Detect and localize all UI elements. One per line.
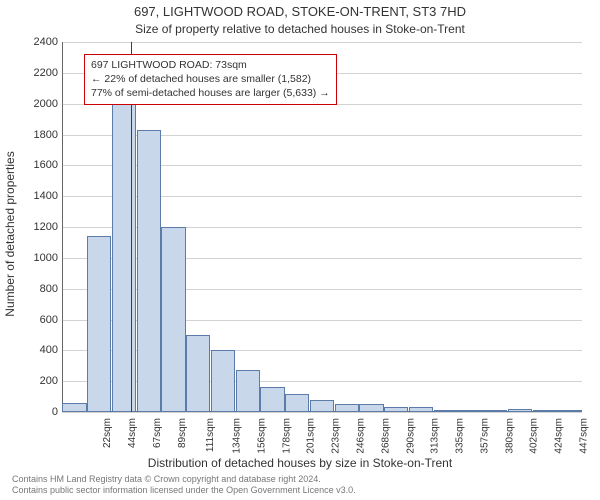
gridline-h: [62, 42, 582, 43]
histogram-bar: [260, 387, 284, 412]
x-tick-label: 402sqm: [529, 418, 540, 454]
histogram-bar: [409, 407, 433, 412]
y-tick-label: 1400: [18, 190, 58, 202]
x-tick-label: 67sqm: [152, 418, 163, 448]
gridline-h: [62, 412, 582, 413]
x-tick-label: 223sqm: [331, 418, 342, 454]
x-axis-label: Distribution of detached houses by size …: [0, 456, 600, 470]
histogram-bar: [211, 350, 235, 412]
histogram-bar: [112, 76, 136, 412]
histogram-bar: [186, 335, 210, 412]
histogram-bar: [508, 409, 532, 412]
x-tick-label: 290sqm: [405, 418, 416, 454]
x-tick-label: 134sqm: [232, 418, 243, 454]
x-tick-label: 447sqm: [578, 418, 589, 454]
y-tick-label: 2000: [18, 98, 58, 110]
x-tick-label: 22sqm: [102, 418, 113, 448]
y-tick-label: 0: [18, 406, 58, 418]
annotation-line-2: ← 22% of detached houses are smaller (1,…: [91, 72, 330, 86]
histogram-bar: [434, 410, 458, 412]
annotation-box: 697 LIGHTWOOD ROAD: 73sqm ← 22% of detac…: [84, 54, 337, 105]
histogram-bar: [236, 370, 260, 412]
x-tick-label: 313sqm: [430, 418, 441, 454]
histogram-bar: [533, 410, 557, 412]
y-tick-label: 1200: [18, 221, 58, 233]
x-tick-label: 380sqm: [504, 418, 515, 454]
y-tick-label: 400: [18, 344, 58, 356]
histogram-bar: [87, 236, 111, 412]
attribution-line-2: Contains public sector information licen…: [12, 485, 356, 496]
x-tick-label: 335sqm: [455, 418, 466, 454]
y-tick-label: 2200: [18, 67, 58, 79]
chart-container: 697, LIGHTWOOD ROAD, STOKE-ON-TRENT, ST3…: [0, 0, 600, 500]
x-tick-label: 111sqm: [206, 418, 217, 452]
x-tick-label: 89sqm: [177, 418, 188, 448]
y-tick-label: 2400: [18, 36, 58, 48]
x-tick-label: 156sqm: [257, 418, 268, 454]
x-tick-label: 424sqm: [554, 418, 565, 454]
y-axis-label-text: Number of detached properties: [3, 151, 17, 316]
histogram-bar: [483, 410, 507, 412]
y-axis-label: Number of detached properties: [3, 69, 17, 234]
x-tick-label: 178sqm: [281, 418, 292, 454]
histogram-bar: [335, 404, 359, 412]
y-tick-label: 1800: [18, 129, 58, 141]
x-tick-label: 268sqm: [380, 418, 391, 454]
chart-title-main: 697, LIGHTWOOD ROAD, STOKE-ON-TRENT, ST3…: [0, 4, 600, 19]
histogram-bar: [557, 410, 581, 412]
y-tick-label: 1600: [18, 159, 58, 171]
x-tick-label: 246sqm: [356, 418, 367, 454]
histogram-bar: [161, 227, 185, 412]
x-tick-label: 201sqm: [306, 418, 317, 454]
y-tick-label: 600: [18, 314, 58, 326]
y-tick-label: 200: [18, 375, 58, 387]
chart-title-sub: Size of property relative to detached ho…: [0, 22, 600, 36]
y-tick-label: 1000: [18, 252, 58, 264]
x-tick-label: 44sqm: [127, 418, 138, 448]
histogram-bar: [62, 403, 86, 412]
histogram-bar: [359, 404, 383, 412]
histogram-bar: [458, 410, 482, 412]
histogram-bar: [285, 394, 309, 413]
histogram-bar: [310, 400, 334, 412]
attribution: Contains HM Land Registry data © Crown c…: [12, 474, 356, 497]
annotation-line-3: 77% of semi-detached houses are larger (…: [91, 86, 330, 100]
y-tick-label: 800: [18, 283, 58, 295]
histogram-bar: [384, 407, 408, 412]
histogram-bar: [137, 130, 161, 412]
x-tick-label: 357sqm: [479, 418, 490, 454]
annotation-line-1: 697 LIGHTWOOD ROAD: 73sqm: [91, 58, 330, 72]
attribution-line-1: Contains HM Land Registry data © Crown c…: [12, 474, 356, 485]
